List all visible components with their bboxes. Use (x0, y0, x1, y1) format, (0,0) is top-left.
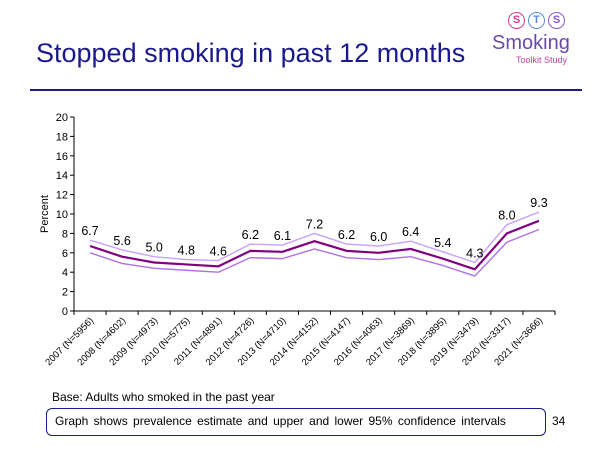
page-number: 34 (552, 414, 566, 428)
data-label: 6.0 (370, 230, 387, 244)
data-label: 9.3 (530, 196, 547, 210)
logo-letter: S (548, 12, 565, 29)
data-label: 5.4 (434, 236, 451, 250)
y-tick-label: 18 (56, 131, 68, 143)
estimate-line (89, 219, 540, 271)
upper-ci-line (89, 211, 540, 264)
y-tick-label: 6 (62, 248, 68, 260)
data-label: 4.3 (466, 247, 483, 261)
logo-letter: S (508, 12, 525, 29)
data-label: 7.2 (306, 217, 323, 231)
logo-letter: T (528, 12, 545, 29)
data-label: 5.0 (145, 241, 162, 255)
y-tick-label: 16 (56, 151, 68, 163)
data-label: 6.4 (402, 225, 419, 239)
y-tick-label: 4 (62, 267, 68, 279)
y-tick-label: 20 (56, 112, 68, 124)
data-label: 6.1 (274, 229, 291, 243)
data-label: 5.6 (113, 234, 130, 248)
sts-logo: S T S Smoking Toolkit Study (488, 12, 588, 72)
data-label: 4.6 (210, 245, 227, 259)
data-label: 6.7 (81, 224, 98, 238)
y-axis-label: Percent (39, 195, 51, 233)
y-tick-label: 0 (62, 306, 68, 318)
y-tick-label: 14 (56, 170, 68, 182)
base-note: Base: Adults who smoked in the past year (52, 390, 275, 404)
lower-ci-line (89, 228, 540, 277)
ci-note-box: Graph shows prevalence estimate and uppe… (46, 408, 546, 436)
data-label: 6.2 (338, 228, 355, 242)
data-label: 4.8 (178, 244, 195, 258)
slide-title: Stopped smoking in past 12 months (36, 38, 466, 68)
data-label: 8.0 (498, 209, 515, 223)
title-divider (30, 89, 582, 91)
y-tick-label: 2 (62, 287, 68, 299)
logo-name: Smoking (492, 32, 570, 54)
logo-circles: S T S (508, 12, 565, 29)
y-tick-label: 12 (56, 190, 68, 202)
y-tick-label: 10 (56, 209, 68, 221)
data-label: 6.2 (242, 228, 259, 242)
y-tick-label: 8 (62, 228, 68, 240)
logo-subtitle: Toolkit Study (516, 55, 568, 65)
